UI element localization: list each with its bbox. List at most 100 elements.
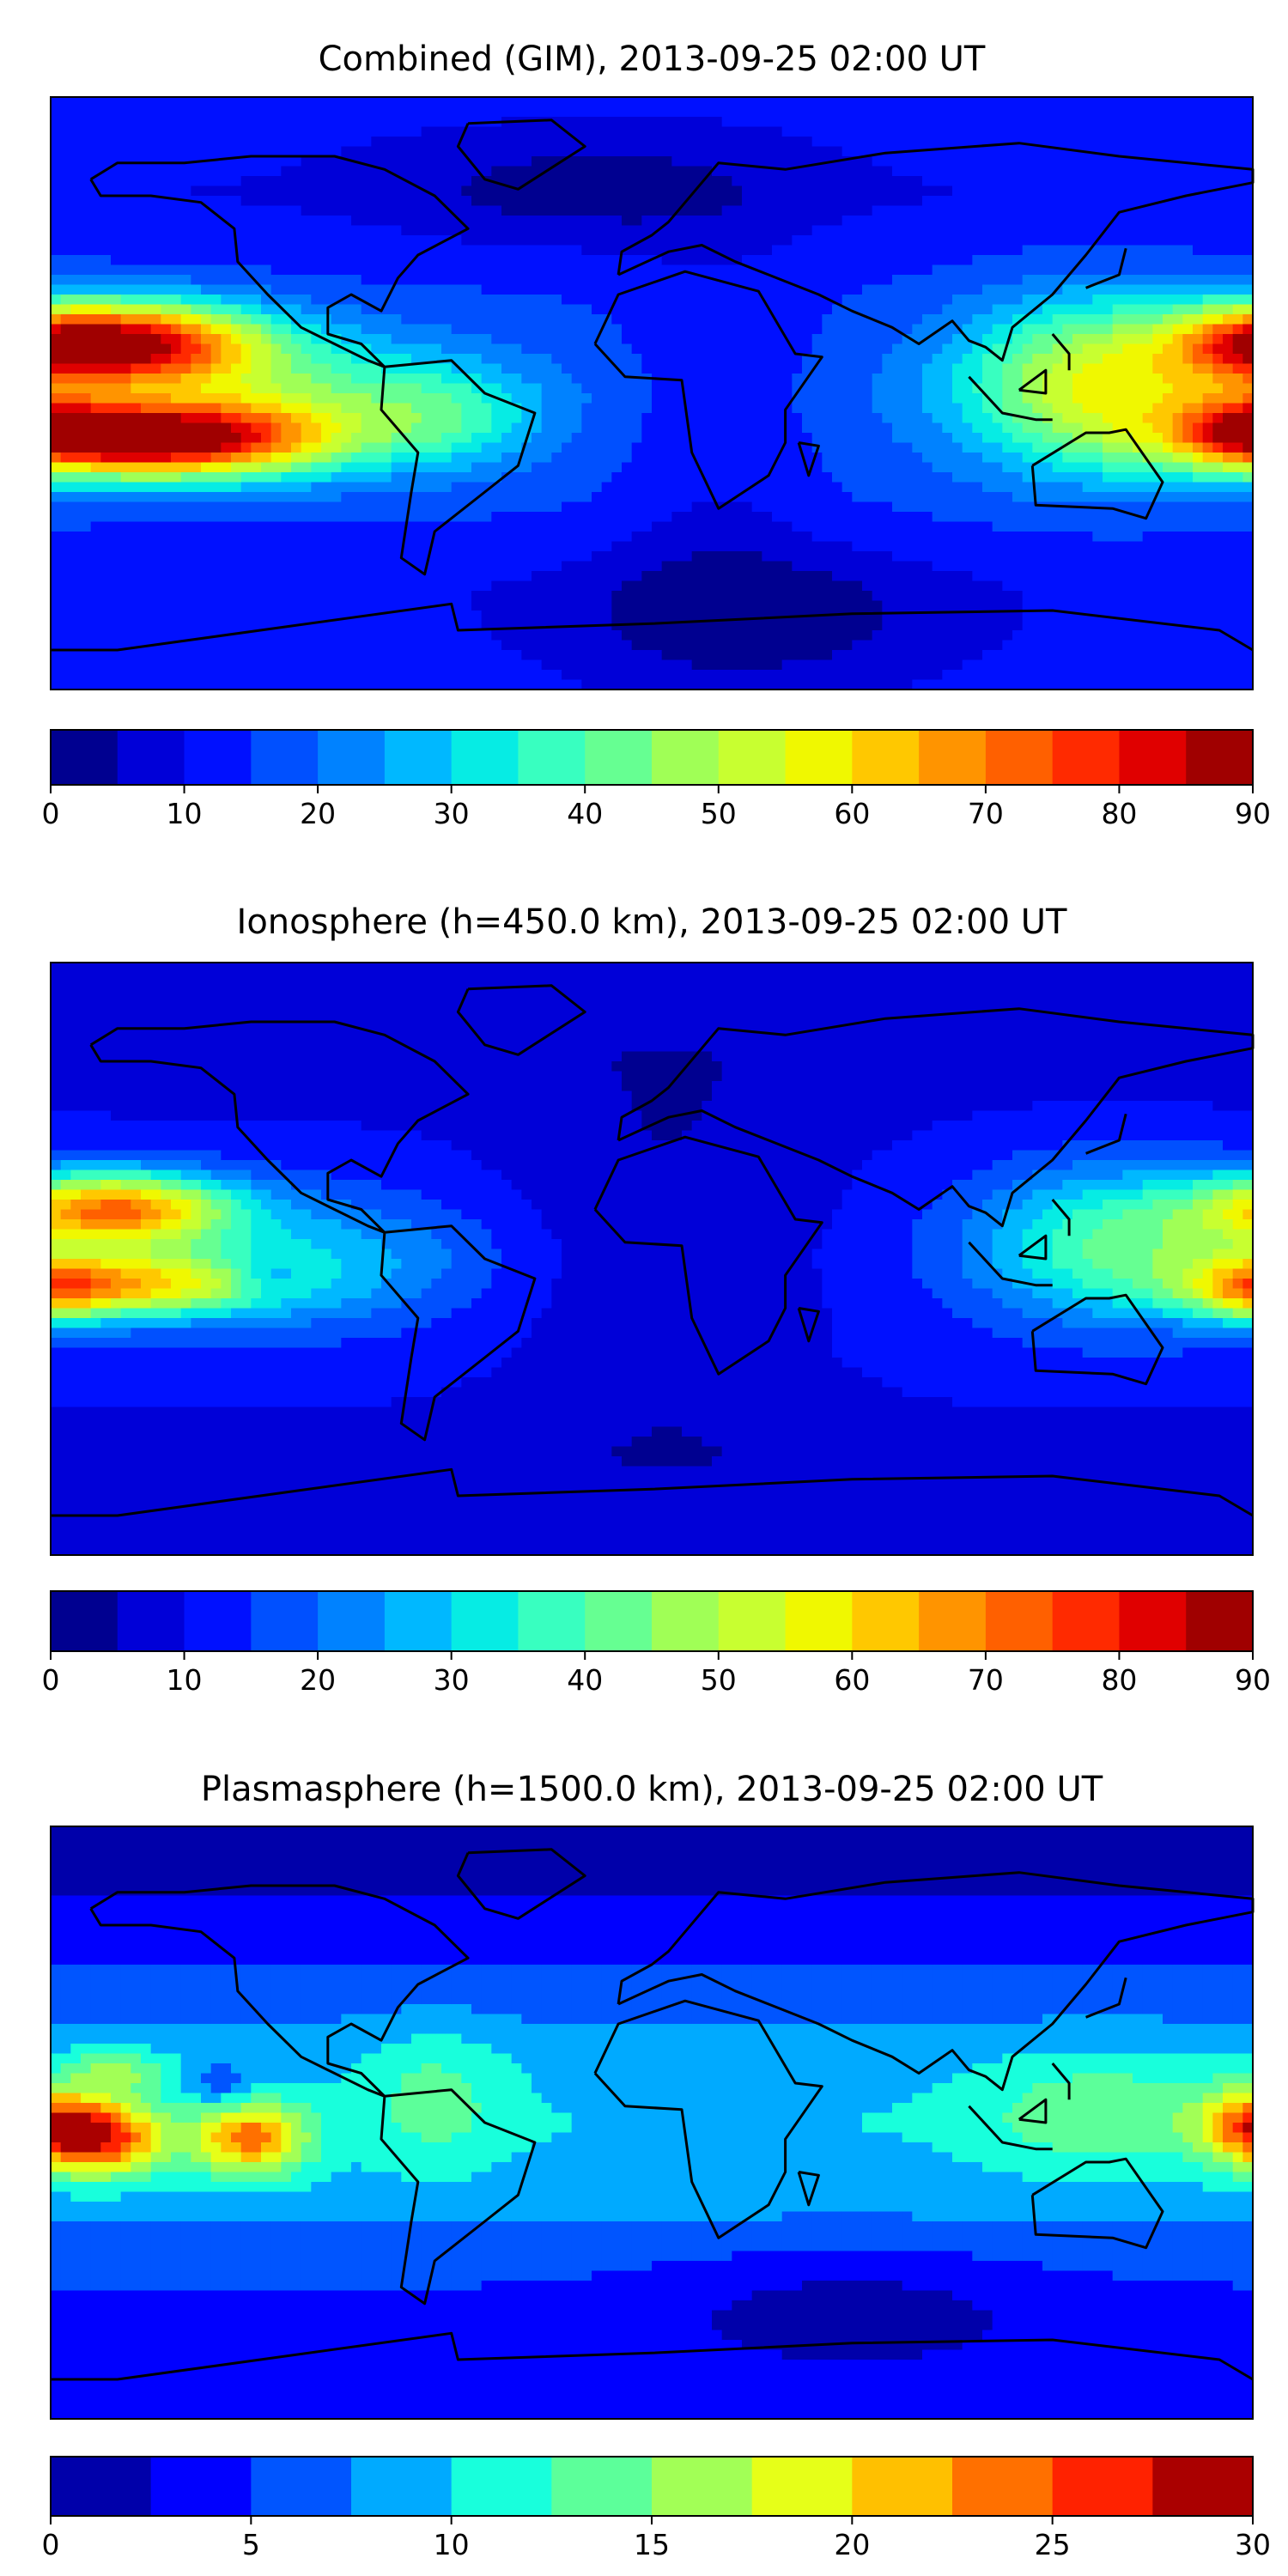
contour-cell xyxy=(221,501,232,513)
contour-cell xyxy=(581,196,592,207)
contour-cell xyxy=(702,97,713,108)
contour-cell xyxy=(661,492,672,503)
contour-cell xyxy=(1152,106,1163,118)
contour-cell xyxy=(1202,264,1213,276)
contour-cell xyxy=(1092,462,1103,473)
contour-cell xyxy=(742,324,753,335)
contour-cell xyxy=(331,442,342,453)
contour-cell xyxy=(1172,245,1183,256)
contour-cell xyxy=(171,314,182,325)
contour-cell xyxy=(221,453,232,464)
contour-cell xyxy=(111,433,122,444)
contour-cell xyxy=(852,284,863,295)
contour-cell xyxy=(641,284,653,295)
contour-cell xyxy=(1202,117,1213,128)
contour-cell xyxy=(972,284,983,295)
contour-cell xyxy=(60,225,71,236)
contour-cell xyxy=(562,216,573,227)
contour-cell xyxy=(641,225,653,236)
contour-cell xyxy=(301,137,312,148)
contour-cell xyxy=(601,146,612,157)
contour-cell xyxy=(852,492,863,503)
contour-cell xyxy=(1163,472,1174,483)
contour-cell xyxy=(1052,137,1063,148)
contour-cell xyxy=(171,117,182,128)
contour-cell xyxy=(1182,106,1194,118)
contour-cell xyxy=(732,295,743,306)
contour-cell xyxy=(1182,166,1194,177)
contour-cell xyxy=(441,225,453,236)
contour-cell xyxy=(641,185,653,197)
contour-cell xyxy=(1072,284,1084,295)
contour-cell xyxy=(321,97,332,108)
contour-cell xyxy=(1182,314,1194,325)
contour-cell xyxy=(1052,166,1063,177)
contour-cell xyxy=(532,196,543,207)
contour-cell xyxy=(1152,284,1163,295)
contour-cell xyxy=(952,462,963,473)
contour-cell xyxy=(862,472,873,483)
contour-cell xyxy=(872,354,883,365)
contour-cell xyxy=(361,166,372,177)
contour-cell xyxy=(972,156,983,167)
contour-cell xyxy=(1212,255,1224,266)
contour-cell xyxy=(992,374,1003,385)
contour-cell xyxy=(240,442,252,453)
contour-cell xyxy=(411,422,422,434)
contour-cell xyxy=(892,97,903,108)
contour-cell xyxy=(1072,413,1084,424)
contour-cell xyxy=(391,235,402,246)
contour-cell xyxy=(1072,185,1084,197)
contour-cell xyxy=(792,146,803,157)
contour-cell xyxy=(541,433,552,444)
contour-cell xyxy=(1163,275,1174,286)
contour-cell xyxy=(691,354,702,365)
contour-cell xyxy=(912,403,923,414)
contour-cell xyxy=(802,185,813,197)
contour-cell xyxy=(481,442,492,453)
contour-cell xyxy=(802,176,813,187)
contour-cell xyxy=(361,284,372,295)
contour-cell xyxy=(982,264,993,276)
contour-cell xyxy=(581,442,592,453)
contour-cell xyxy=(1152,393,1163,404)
contour-cell xyxy=(60,156,71,167)
contour-cell xyxy=(411,166,422,177)
contour-cell xyxy=(641,393,653,404)
contour-cell xyxy=(712,354,723,365)
contour-cell xyxy=(1202,422,1213,434)
contour-cell xyxy=(270,442,282,453)
contour-cell xyxy=(231,343,242,355)
contour-cell xyxy=(1082,433,1093,444)
contour-cell xyxy=(240,235,252,246)
contour-cell xyxy=(351,393,362,404)
contour-cell xyxy=(100,472,112,483)
contour-cell xyxy=(702,492,713,503)
contour-cell xyxy=(391,324,402,335)
contour-cell xyxy=(661,235,672,246)
contour-cell xyxy=(451,492,462,503)
contour-cell xyxy=(141,363,152,374)
contour-cell xyxy=(841,433,853,444)
contour-cell xyxy=(421,462,432,473)
contour-cell xyxy=(1022,235,1033,246)
contour-cell xyxy=(541,196,552,207)
contour-cell xyxy=(321,156,332,167)
contour-cell xyxy=(120,245,131,256)
contour-cell xyxy=(461,413,472,424)
contour-cell xyxy=(401,117,412,128)
contour-cell xyxy=(1152,314,1163,325)
contour-cell xyxy=(982,216,993,227)
contour-cell xyxy=(1062,137,1073,148)
contour-cell xyxy=(912,106,923,118)
contour-cell xyxy=(120,383,131,394)
contour-cell xyxy=(291,501,302,513)
contour-cell xyxy=(532,482,543,493)
contour-cell xyxy=(852,363,863,374)
contour-cell xyxy=(240,284,252,295)
contour-cell xyxy=(401,284,412,295)
contour-cell xyxy=(270,433,282,444)
contour-cell xyxy=(270,314,282,325)
contour-cell xyxy=(732,304,743,315)
contour-cell xyxy=(792,482,803,493)
